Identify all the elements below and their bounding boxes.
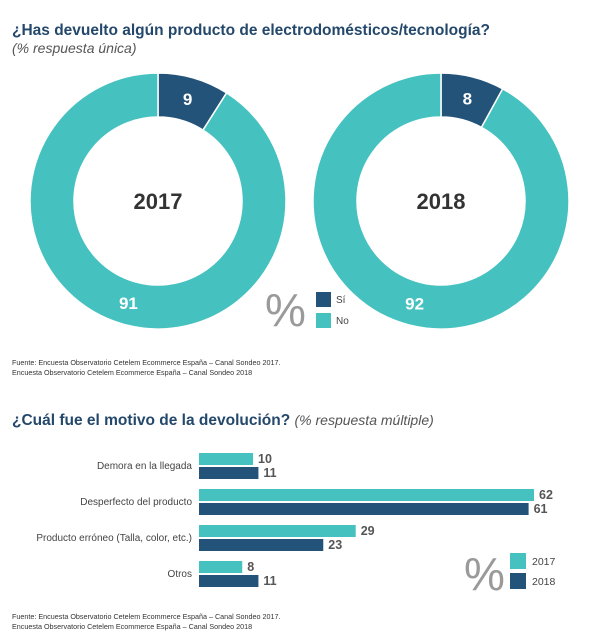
donut-source-line-2: Encuesta Observatorio Cetelem Ecommerce …	[12, 368, 253, 377]
bar-2018-2	[199, 539, 324, 551]
bar-section-title: ¿Cuál fue el motivo de la devolución? (%…	[12, 412, 434, 430]
donut-2018-value-label: 8	[463, 89, 472, 108]
donut-legend-swatch-no	[316, 313, 331, 328]
bar-legend-label-2018: 2018	[532, 576, 556, 588]
bar-value-label-2018: 11	[263, 466, 276, 480]
donut-2018-value-label: 92	[405, 295, 424, 314]
donut-section-subtitle: (% respuesta única)	[12, 40, 137, 56]
donut-2017-value-label: 9	[183, 90, 192, 109]
donut-2018-center-label: 2018	[417, 189, 466, 214]
bar-2017-3	[199, 561, 243, 573]
donut-source-line-1: Fuente: Encuesta Observatorio Cetelem Ec…	[12, 358, 281, 367]
bar-section-title-suffix: (% respuesta múltiple)	[294, 412, 434, 428]
bar-legend-swatch-2017	[510, 553, 526, 569]
donut-legend-swatch-si	[316, 292, 331, 307]
bar-2018-1	[199, 503, 529, 515]
bar-category-label: Desperfecto del producto	[80, 497, 192, 508]
bar-value-label-2017: 10	[258, 452, 272, 466]
bar-legend-swatch-2018	[510, 573, 526, 589]
donut-legend-label-si: Sí	[336, 295, 346, 306]
donut-legend-percent-symbol: %	[265, 284, 306, 336]
donut-source-note: Fuente: Encuesta Observatorio Cetelem Ec…	[12, 358, 281, 378]
bar-source-line-1: Fuente: Encuesta Observatorio Cetelem Ec…	[12, 612, 281, 621]
bar-2017-0	[199, 453, 254, 465]
donut-2017-slice-no	[29, 72, 287, 330]
bar-value-label-2018: 23	[328, 538, 342, 552]
bar-section-title-main: ¿Cuál fue el motivo de la devolución?	[12, 412, 291, 429]
bar-source-note: Fuente: Encuesta Observatorio Cetelem Ec…	[12, 612, 281, 632]
bar-2018-0	[199, 467, 259, 479]
donut-2017-value-label: 91	[119, 294, 138, 313]
bar-value-label-2018: 61	[534, 502, 548, 516]
bar-category-label: Otros	[168, 569, 192, 580]
donut-2017-center-label: 2017	[134, 189, 183, 214]
bar-legend-label-2017: 2017	[532, 556, 556, 568]
bar-legend-percent-symbol: %	[464, 548, 505, 600]
bar-value-label-2017: 29	[361, 524, 375, 538]
donut-2018-slice-no	[312, 72, 570, 330]
donut-legend-label-no: No	[336, 316, 349, 327]
bar-source-line-2: Encuesta Observatorio Cetelem Ecommerce …	[12, 622, 253, 631]
bar-category-label: Demora en la llegada	[97, 461, 192, 472]
bar-2017-1	[199, 489, 534, 501]
bar-2018-3	[199, 575, 259, 587]
bar-category-label: Producto erróneo (Talla, color, etc.)	[36, 533, 192, 544]
bar-value-label-2017: 8	[247, 560, 254, 574]
bar-value-label-2018: 11	[263, 574, 276, 588]
bar-value-label-2017: 62	[539, 488, 553, 502]
donut-section-title: ¿Has devuelto algún producto de electrod…	[12, 22, 490, 39]
bar-2017-2	[199, 525, 356, 537]
